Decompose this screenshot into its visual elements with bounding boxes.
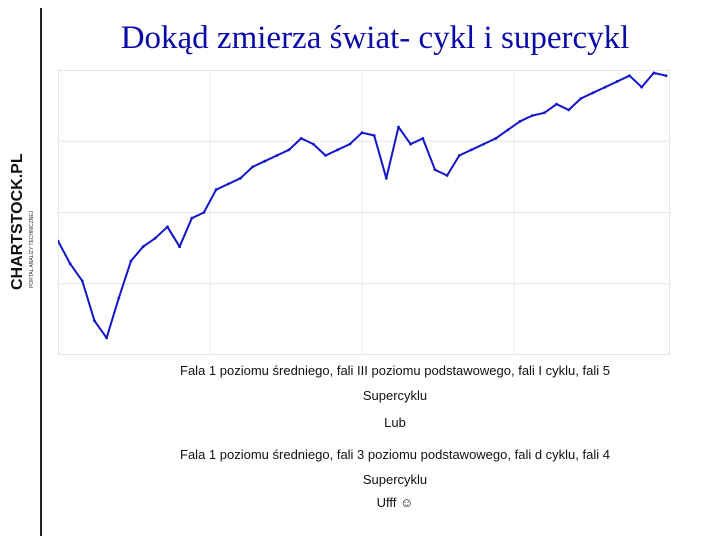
data-point	[506, 128, 510, 132]
caption-line-2: Supercyklu	[362, 388, 428, 403]
data-point	[518, 119, 522, 123]
data-point	[287, 148, 291, 152]
data-point	[178, 245, 181, 249]
data-point	[664, 74, 668, 78]
data-point	[263, 159, 267, 163]
page-title: Dokąd zmierza świat- cykl i supercykl	[120, 20, 630, 56]
data-point	[80, 279, 84, 283]
data-point	[397, 125, 400, 129]
data-point	[530, 114, 534, 117]
data-point	[628, 74, 631, 78]
data-point	[68, 262, 72, 266]
data-point	[141, 245, 145, 249]
data-point	[433, 168, 437, 172]
price-chart	[58, 70, 670, 355]
data-point	[324, 154, 327, 157]
data-point	[226, 182, 230, 186]
data-point	[482, 142, 485, 146]
data-point	[336, 148, 340, 152]
data-point	[372, 134, 376, 137]
data-point	[129, 259, 133, 263]
data-point	[202, 211, 206, 214]
data-point	[190, 216, 194, 220]
caption-ending: Ufff ☺	[120, 495, 670, 510]
logo-tagline: PORTAL ANALIZY TECHNICZNEJ	[29, 210, 35, 288]
logo-brand: CHARTSTOCK.PL	[9, 153, 26, 290]
data-point	[275, 154, 279, 157]
data-point	[555, 102, 558, 106]
data-point	[579, 97, 583, 100]
caption-ending-text: Ufff	[376, 495, 397, 510]
data-point	[153, 236, 157, 240]
data-point	[494, 137, 498, 140]
data-point	[58, 239, 60, 243]
caption-line-1: Fala 1 poziomu średniego, fali III pozio…	[180, 363, 610, 378]
data-point	[117, 296, 121, 300]
data-point	[105, 336, 109, 340]
data-point	[470, 148, 473, 152]
caption-line-5: Supercyklu	[362, 472, 428, 487]
caption-line-3: Lub	[384, 415, 406, 430]
data-point	[348, 142, 352, 146]
data-point	[93, 319, 96, 323]
logo-divider	[40, 8, 42, 536]
data-point	[311, 142, 315, 146]
data-point	[299, 137, 303, 140]
data-point	[421, 137, 425, 140]
data-point	[591, 91, 595, 95]
data-point	[166, 225, 169, 229]
data-point	[615, 80, 619, 83]
data-point	[543, 111, 546, 115]
data-point	[640, 85, 644, 89]
data-point	[384, 176, 388, 180]
data-point	[251, 165, 254, 169]
logo-wordmark: CHARTSTOCK.PL PORTAL ANALIZY TECHNICZNEJ	[9, 153, 35, 290]
data-point	[457, 154, 461, 157]
data-point	[360, 131, 364, 135]
data-point	[652, 71, 656, 75]
data-point	[239, 176, 242, 180]
data-point	[567, 108, 571, 112]
smiley-icon: ☺	[400, 495, 414, 510]
caption-line-4: Fala 1 poziomu średniego, fali 3 poziomu…	[180, 447, 610, 462]
data-point	[445, 174, 449, 177]
data-point	[409, 142, 413, 146]
chartstock-logo: CHARTSTOCK.PL PORTAL ANALIZY TECHNICZNEJ	[0, 0, 44, 540]
data-point	[603, 85, 607, 89]
data-point	[214, 188, 218, 192]
